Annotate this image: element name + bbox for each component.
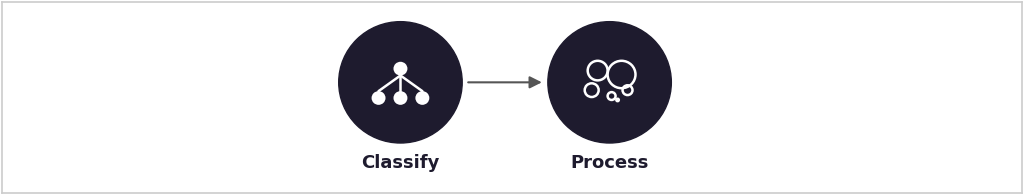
Ellipse shape <box>615 98 621 102</box>
Ellipse shape <box>416 91 429 105</box>
Ellipse shape <box>339 22 462 143</box>
Ellipse shape <box>372 91 385 105</box>
Ellipse shape <box>393 91 408 105</box>
Ellipse shape <box>393 62 408 75</box>
Text: Classify: Classify <box>361 154 439 172</box>
Ellipse shape <box>548 22 672 143</box>
Text: Process: Process <box>570 154 649 172</box>
